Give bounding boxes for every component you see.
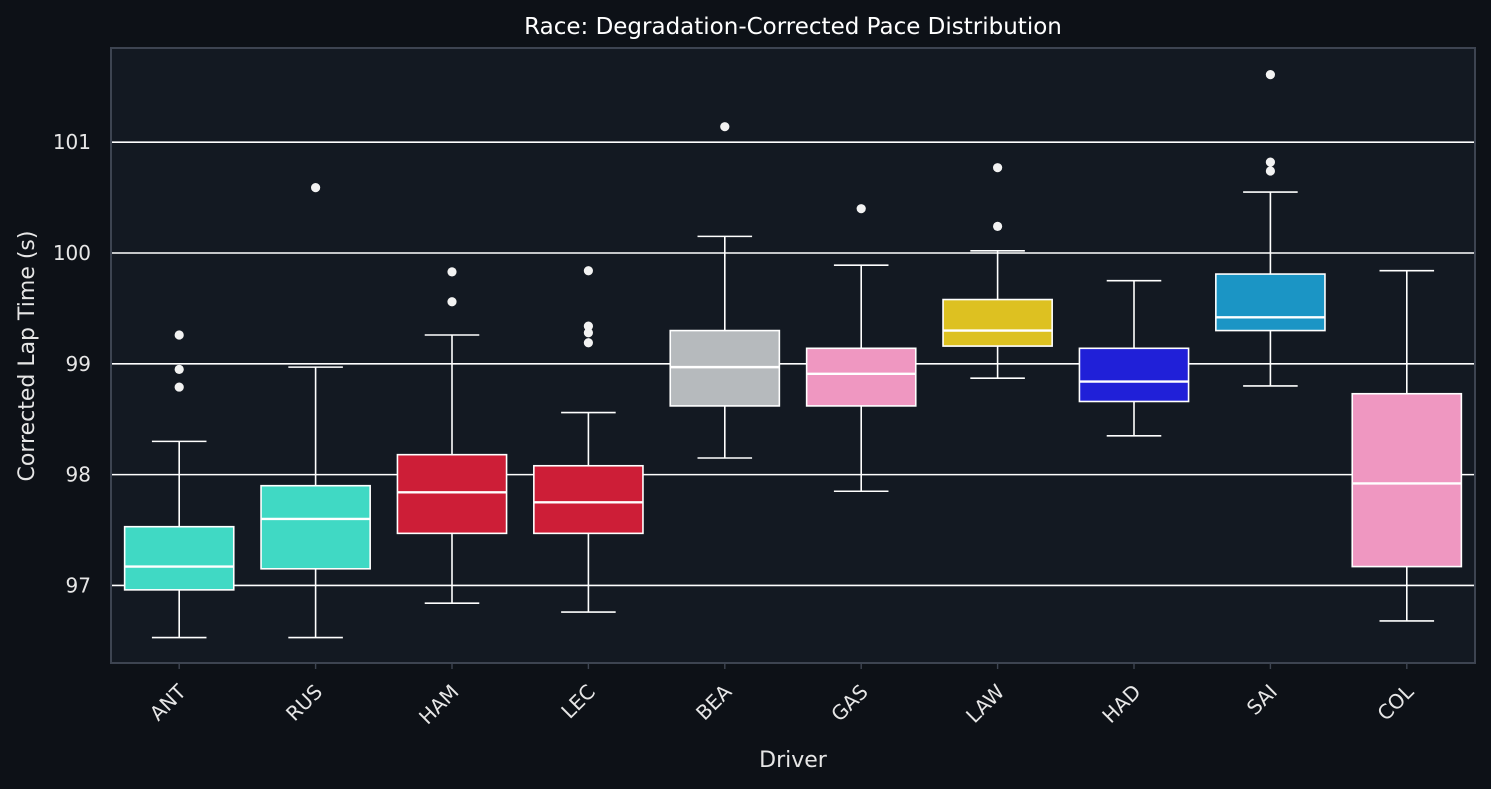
box-iqr-gas	[805, 347, 917, 407]
plot-frame	[110, 47, 1476, 664]
outlier-point-gas-0	[856, 204, 866, 214]
outlier-point-sai-0	[1265, 166, 1275, 176]
outlier-point-sai-2	[1265, 69, 1275, 80]
box-iqr-col	[1351, 392, 1463, 568]
boxes	[123, 69, 1463, 639]
outlier-point-lec-2	[583, 321, 594, 331]
outlier-point-sai-1	[1265, 157, 1275, 167]
gridlines	[111, 141, 1475, 587]
outlier-point-ham-1	[447, 267, 457, 277]
outlier-point-lec-1	[583, 328, 594, 338]
outlier-point-law-1	[993, 163, 1003, 173]
box-col	[1351, 269, 1463, 622]
y-tick-label-100: 100	[53, 241, 91, 265]
y-tick-label-101: 101	[53, 130, 91, 154]
outlier-point-lec-3	[583, 266, 594, 276]
box-law	[942, 163, 1053, 380]
outlier-point-bea-0	[720, 122, 730, 132]
box-iqr-law	[942, 298, 1053, 347]
y-tick-label-97: 97	[66, 573, 91, 597]
box-ham	[396, 267, 508, 604]
box-iqr-ham	[396, 453, 508, 535]
y-tick-label-99: 99	[66, 352, 91, 376]
outlier-point-lec-0	[583, 338, 594, 348]
y-axis-label: Corrected Lap Time (s)	[15, 231, 40, 482]
chart-title: Race: Degradation-Corrected Pace Distrib…	[524, 14, 1062, 40]
y-axis-ticks: 97 98 99 100 101	[53, 130, 91, 597]
box-gas	[805, 204, 917, 493]
box-rus	[260, 183, 371, 639]
box-iqr-lec	[533, 464, 644, 535]
box-bea	[669, 122, 781, 459]
outlier-point-rus-0	[311, 183, 321, 193]
box-iqr-ant	[123, 525, 235, 591]
x-axis-label: Driver	[759, 748, 828, 773]
box-had	[1078, 279, 1190, 437]
box-iqr-had	[1078, 347, 1190, 403]
box-iqr-sai	[1215, 273, 1326, 332]
outlier-point-ant-2	[174, 330, 184, 340]
outlier-point-law-0	[993, 221, 1003, 232]
outlier-point-ham-0	[447, 297, 457, 307]
box-lec	[533, 266, 644, 613]
outlier-point-ant-0	[174, 382, 184, 392]
box-sai	[1215, 69, 1326, 387]
box-iqr-rus	[260, 484, 371, 570]
outlier-point-ant-1	[174, 364, 184, 374]
box-ant	[123, 330, 235, 639]
y-tick-label-98: 98	[66, 463, 91, 487]
